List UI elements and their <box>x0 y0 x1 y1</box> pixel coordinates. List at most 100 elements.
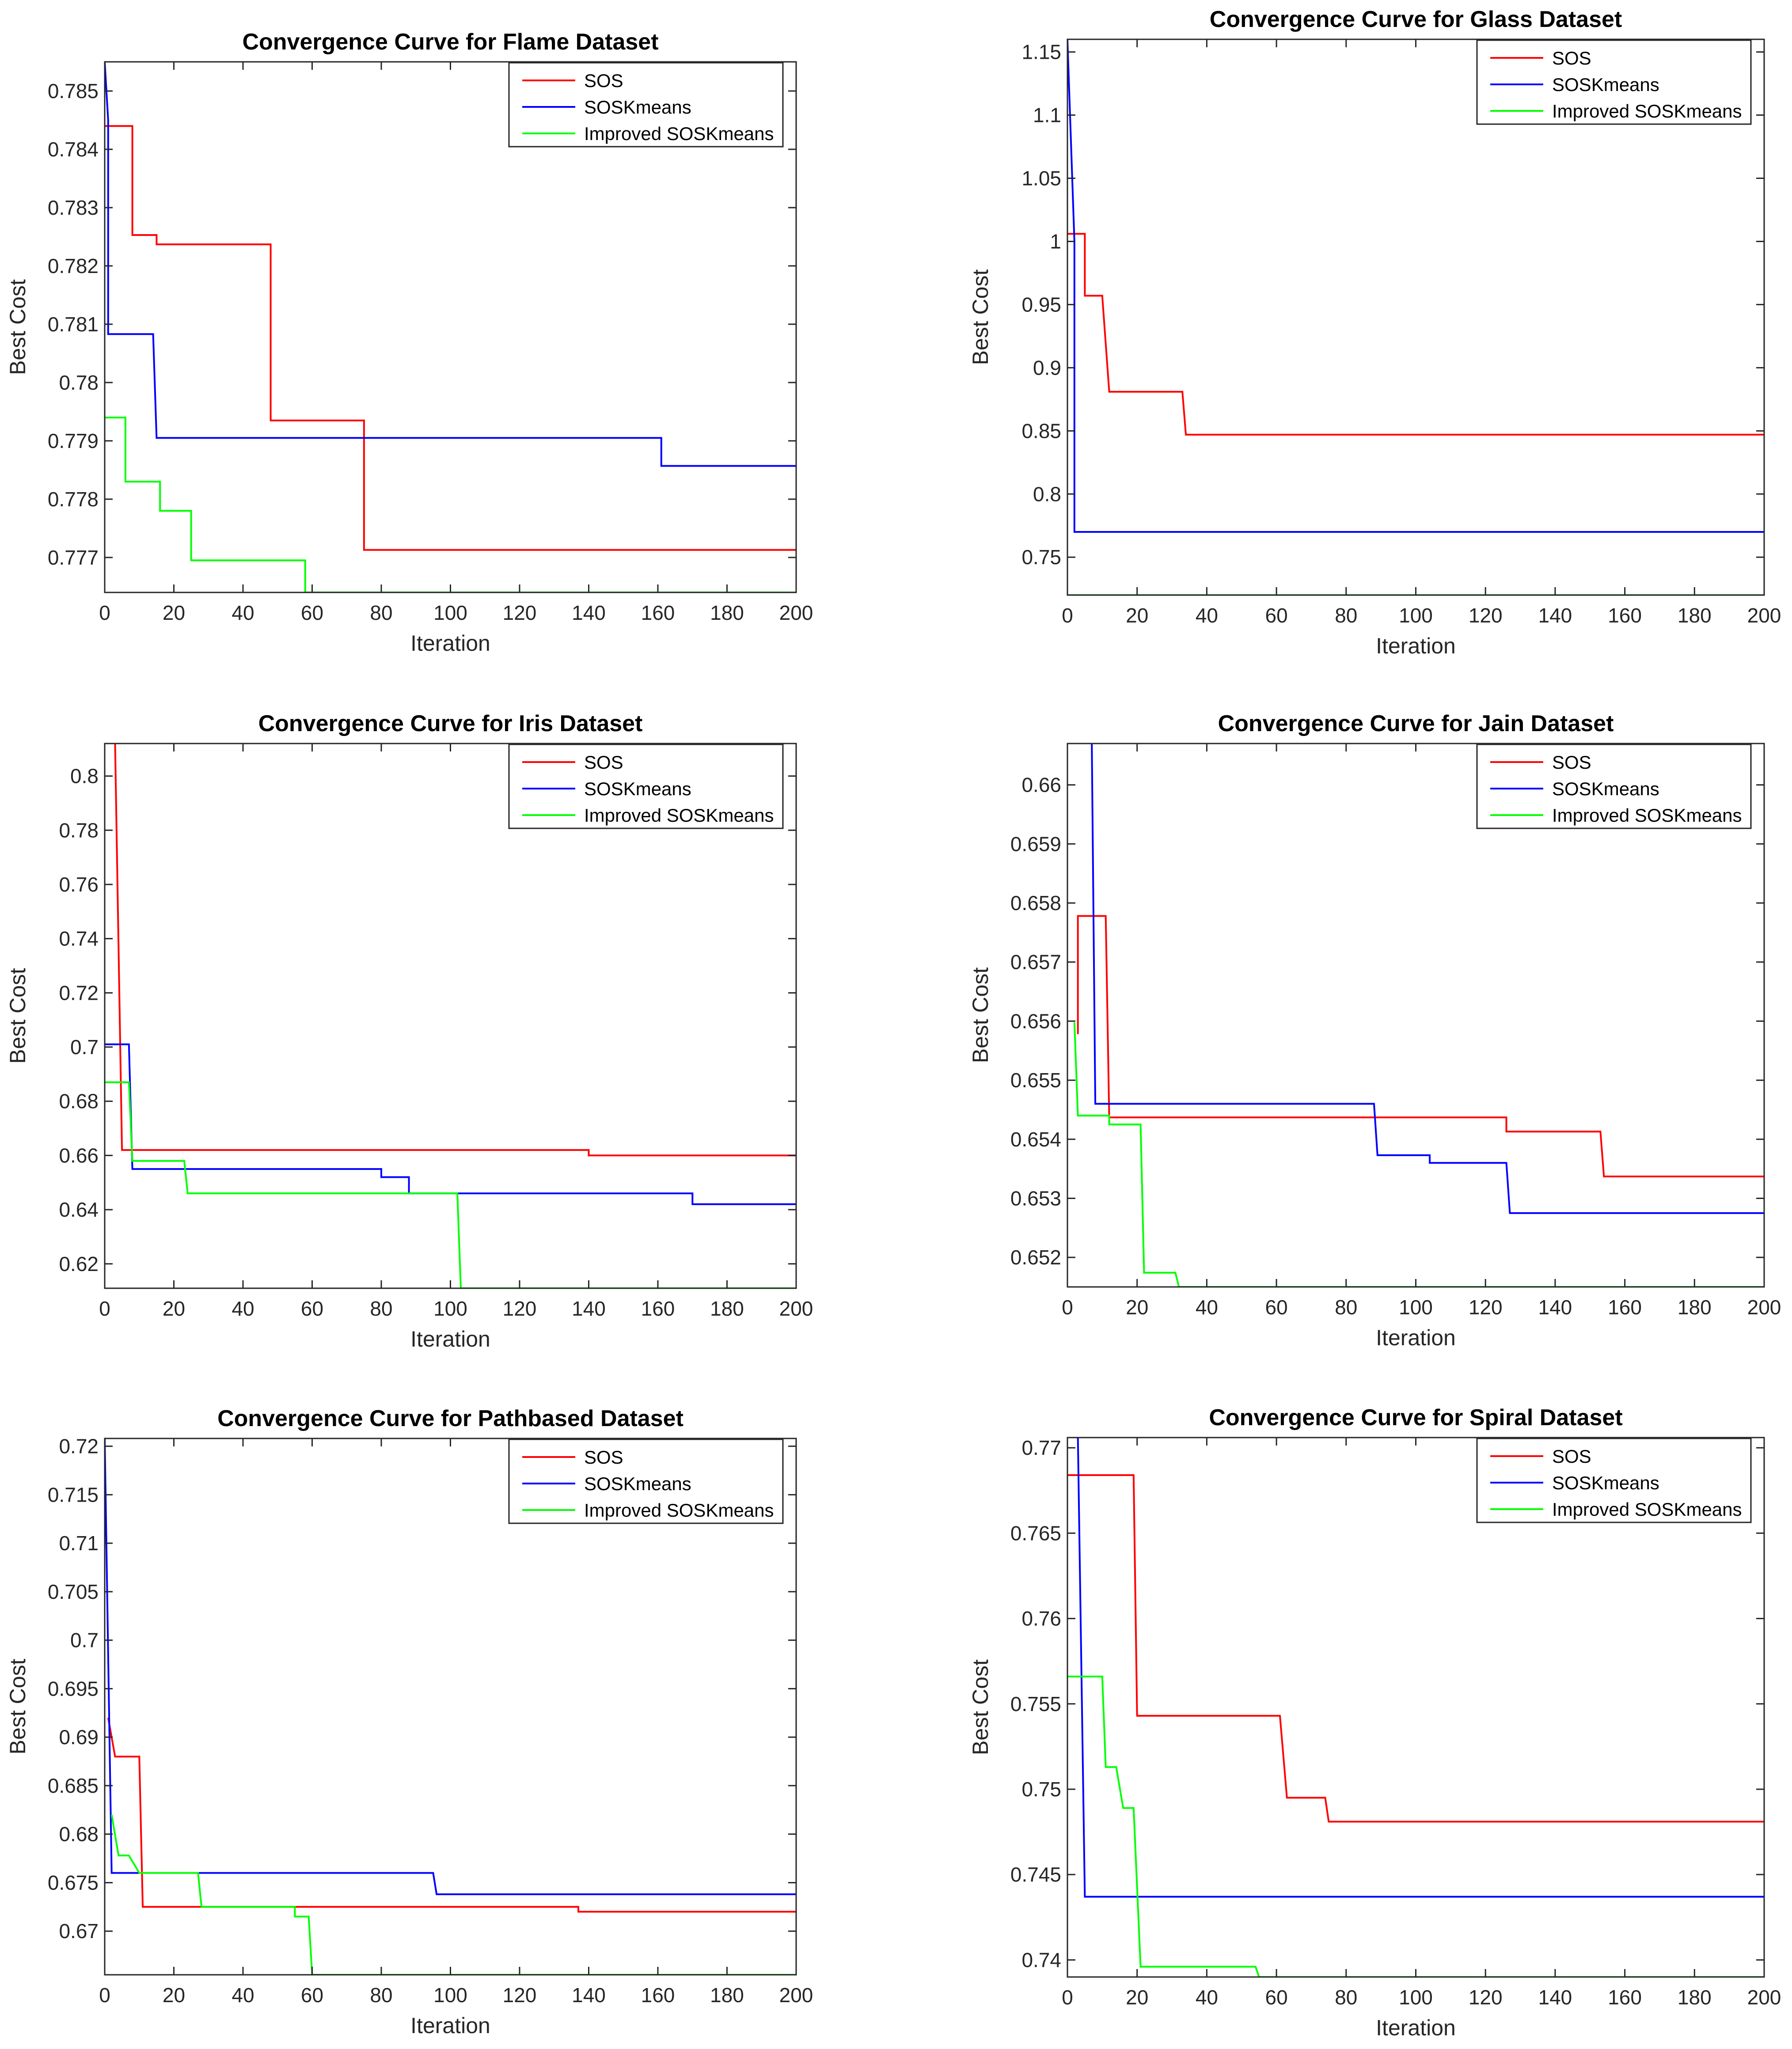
x-axis-label: Iteration <box>1376 2015 1456 2040</box>
chart-panel: 0 20 40 60 80 100 120 140 160 180 200 0.777 0.778 0.7… <box>5 29 813 656</box>
x-tick-label: 200 <box>779 1984 813 2007</box>
legend-label: SOSKmeans <box>1552 778 1659 799</box>
legend: SOS SOSKmeans Improved SOSKmeans <box>1476 1438 1752 1523</box>
series-line-soskmeans <box>105 1438 796 1895</box>
x-tick-label: 120 <box>503 1297 537 1320</box>
x-tick-label: 40 <box>1196 1296 1218 1319</box>
x-axis-label: Iteration <box>410 631 490 656</box>
x-tick-label: 80 <box>1335 1296 1357 1319</box>
y-tick-label: 0.62 <box>59 1252 99 1275</box>
y-tick-label: 0.705 <box>48 1580 99 1603</box>
y-tick-label: 0.8 <box>1033 482 1061 505</box>
plot-area <box>105 744 796 1288</box>
chart-title: Convergence Curve for Spiral Dataset <box>1209 1405 1622 1431</box>
y-tick-label: 0.654 <box>1010 1128 1061 1151</box>
y-tick-label: 0.784 <box>48 138 99 161</box>
x-tick-label: 120 <box>503 1984 537 2007</box>
plot-area <box>1067 39 1764 595</box>
x-tick-label: 0 <box>99 601 110 624</box>
y-tick-label: 0.695 <box>48 1677 99 1700</box>
y-tick-label: 1.15 <box>1021 41 1061 64</box>
series-group <box>105 1438 796 1975</box>
y-tick-label: 0.74 <box>59 927 99 950</box>
x-tick-label: 160 <box>641 601 675 624</box>
x-tick-label: 100 <box>1399 1986 1433 2009</box>
legend: SOS SOSKmeans Improved SOSKmeans <box>508 744 784 829</box>
series-line-soskmeans <box>105 62 796 467</box>
x-axis-label: Iteration <box>1376 1325 1456 1350</box>
x-tick-label: 0 <box>99 1984 110 2007</box>
y-tick-label: 0.8 <box>70 765 99 788</box>
series-line-sos <box>1067 1474 1764 1823</box>
y-tick-label: 0.779 <box>48 429 99 452</box>
y-tick-label: 0.745 <box>1010 1863 1061 1886</box>
series-line-sos <box>1077 915 1764 1177</box>
x-tick-label: 20 <box>163 1297 185 1320</box>
y-axis-label: Best Cost <box>968 968 993 1063</box>
y-tick-label: 0.781 <box>48 313 99 336</box>
x-tick-label: 160 <box>1608 1296 1642 1319</box>
legend-label: SOS <box>584 70 623 91</box>
legend-label: SOSKmeans <box>1552 74 1659 95</box>
x-tick-label: 120 <box>1469 604 1503 627</box>
x-tick-label: 200 <box>1747 1986 1781 2009</box>
y-tick-label: 0.66 <box>1021 774 1061 797</box>
x-tick-label: 80 <box>370 1297 392 1320</box>
y-tick-label: 0.75 <box>1021 1778 1061 1801</box>
x-tick-label: 200 <box>779 1297 813 1320</box>
x-axis-label: Iteration <box>410 1327 490 1351</box>
x-tick-label: 80 <box>370 1984 392 2007</box>
series-line-improved-soskmeans <box>1073 1022 1764 1287</box>
legend: SOS SOSKmeans Improved SOSKmeans <box>1476 744 1752 829</box>
series-line-soskmeans <box>1067 39 1764 533</box>
y-tick-label: 0.782 <box>48 254 99 277</box>
y-tick-label: 0.9 <box>1033 356 1061 379</box>
x-tick-label: 60 <box>301 1297 323 1320</box>
chart-title: Convergence Curve for Flame Dataset <box>242 29 658 55</box>
y-tick-label: 0.755 <box>1010 1692 1061 1715</box>
y-axis-label: Best Cost <box>5 279 30 375</box>
plot-area <box>105 62 796 592</box>
x-tick-label: 60 <box>1265 1986 1288 2009</box>
y-tick-label: 0.74 <box>1021 1948 1061 1971</box>
x-tick-label: 0 <box>1062 1296 1073 1319</box>
x-tick-label: 40 <box>232 601 254 624</box>
y-tick-label: 0.67 <box>59 1920 99 1943</box>
chart-panel: 0 20 40 60 80 100 120 140 160 180 200 0.75 0.8 0.85 0.… <box>968 7 1781 658</box>
y-tick-label: 0.64 <box>59 1198 99 1221</box>
x-tick-label: 180 <box>1678 1986 1712 2009</box>
y-axis-label: Best Cost <box>5 968 30 1064</box>
x-tick-label: 180 <box>710 601 744 624</box>
y-tick-label: 0.777 <box>48 546 99 569</box>
y-tick-label: 0.765 <box>1010 1522 1061 1544</box>
x-tick-label: 100 <box>1399 604 1433 627</box>
series-line-sos <box>107 1717 796 1913</box>
x-tick-label: 140 <box>1538 1296 1572 1319</box>
x-tick-label: 160 <box>641 1297 675 1320</box>
chart-title: Convergence Curve for Jain Dataset <box>1218 711 1614 736</box>
series-line-sos <box>1067 233 1764 436</box>
plot-area <box>105 1438 796 1975</box>
x-tick-label: 140 <box>1538 604 1572 627</box>
y-tick-label: 0.659 <box>1010 832 1061 855</box>
chart-title: Convergence Curve for Glass Dataset <box>1210 7 1622 32</box>
legend-label: SOSKmeans <box>584 97 691 118</box>
y-tick-label: 0.68 <box>59 1090 99 1113</box>
y-axis-label: Best Cost <box>5 1659 30 1755</box>
legend-label: Improved SOSKmeans <box>584 1500 774 1521</box>
x-tick-label: 60 <box>1265 604 1288 627</box>
chart-title: Convergence Curve for Pathbased Dataset <box>217 1406 683 1431</box>
legend-label: SOSKmeans <box>584 778 691 799</box>
x-tick-label: 100 <box>433 1984 467 2007</box>
y-tick-label: 1.1 <box>1033 104 1061 127</box>
plot-area <box>1067 744 1764 1287</box>
x-tick-label: 40 <box>232 1984 254 2007</box>
y-tick-label: 0.85 <box>1021 419 1061 442</box>
legend-label: SOS <box>1552 752 1591 773</box>
y-axis-label: Best Cost <box>968 269 993 365</box>
legend-label: Improved SOSKmeans <box>1552 101 1742 121</box>
y-tick-label: 0.76 <box>59 873 99 896</box>
series-line-improved-soskmeans <box>110 1814 796 1975</box>
chart-panel: 0 20 40 60 80 100 120 140 160 180 200 0.652 0.653 0.6… <box>968 711 1781 1350</box>
